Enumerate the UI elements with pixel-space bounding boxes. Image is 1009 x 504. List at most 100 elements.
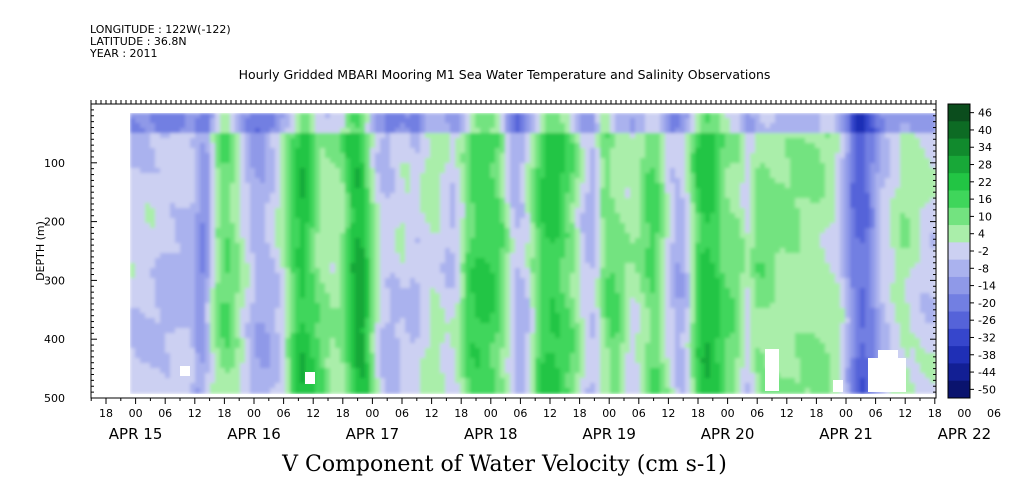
- heatmap-cell: [460, 363, 466, 369]
- heatmap-cell: [265, 223, 271, 229]
- heatmap-cell: [200, 128, 206, 134]
- heatmap-cell: [470, 203, 476, 209]
- heatmap-cell: [175, 283, 181, 289]
- heatmap-cell: [305, 148, 311, 154]
- heatmap-cell: [240, 268, 246, 274]
- heatmap-cell: [360, 158, 366, 164]
- heatmap-cell: [130, 178, 136, 184]
- heatmap-cell: [565, 383, 571, 389]
- heatmap-cell: [335, 308, 341, 314]
- heatmap-cell: [470, 253, 476, 259]
- heatmap-cell: [530, 198, 536, 204]
- heatmap-cell: [440, 253, 446, 259]
- heatmap-cell: [545, 363, 551, 369]
- heatmap-cell: [515, 253, 521, 259]
- heatmap-cell: [490, 303, 496, 309]
- heatmap-cell: [180, 133, 186, 139]
- heatmap-cell: [555, 288, 561, 294]
- heatmap-cell: [350, 373, 356, 379]
- heatmap-cell: [210, 258, 216, 264]
- heatmap-cell: [150, 383, 156, 389]
- heatmap-cell: [415, 113, 421, 119]
- heatmap-cell: [500, 123, 506, 129]
- heatmap-cell: [205, 153, 211, 159]
- heatmap-cell: [200, 183, 206, 189]
- heatmap-cell: [250, 348, 256, 354]
- heatmap-cell: [370, 328, 376, 334]
- heatmap-cell: [510, 358, 516, 364]
- heatmap-cell: [555, 343, 561, 349]
- heatmap-cell: [325, 238, 331, 244]
- heatmap-cell: [515, 258, 521, 264]
- heatmap-cell: [425, 378, 431, 384]
- heatmap-cell: [215, 163, 221, 169]
- heatmap-cell: [310, 308, 316, 314]
- heatmap-cell: [360, 218, 366, 224]
- heatmap-cell: [245, 148, 251, 154]
- heatmap-cell: [150, 298, 156, 304]
- heatmap-cell: [165, 128, 171, 134]
- heatmap-cell: [325, 168, 331, 174]
- heatmap-cell: [165, 253, 171, 259]
- heatmap-cell: [565, 158, 571, 164]
- heatmap-cell: [485, 118, 491, 124]
- heatmap-cell: [485, 193, 491, 199]
- heatmap-cell: [470, 338, 476, 344]
- heatmap-cell: [560, 213, 566, 219]
- heatmap-cell: [475, 328, 481, 334]
- heatmap-cell: [290, 223, 296, 229]
- heatmap-cell: [275, 328, 281, 334]
- heatmap-cell: [345, 328, 351, 334]
- heatmap-cell: [450, 308, 456, 314]
- heatmap-cell: [415, 278, 421, 284]
- heatmap-cell: [555, 133, 561, 139]
- heatmap-cell: [400, 358, 406, 364]
- heatmap-cell: [565, 318, 571, 324]
- heatmap-cell: [430, 318, 436, 324]
- heatmap-cell: [305, 198, 311, 204]
- heatmap-cell: [575, 148, 581, 154]
- heatmap-cell: [355, 218, 361, 224]
- heatmap-cell: [385, 313, 391, 319]
- heatmap-cell: [330, 218, 336, 224]
- heatmap-cell: [300, 283, 306, 289]
- heatmap-cell: [465, 253, 471, 259]
- heatmap-cell: [365, 358, 371, 364]
- heatmap-cell: [345, 118, 351, 124]
- heatmap-cell: [410, 323, 416, 329]
- heatmap-cell: [160, 208, 166, 214]
- heatmap-cell: [260, 238, 266, 244]
- heatmap-cell: [210, 358, 216, 364]
- heatmap-cell: [135, 298, 141, 304]
- heatmap-cell: [420, 298, 426, 304]
- heatmap-cell: [510, 238, 516, 244]
- heatmap-cell: [555, 233, 561, 239]
- heatmap-cell: [230, 348, 236, 354]
- heatmap-cell: [520, 368, 526, 374]
- heatmap-cell: [510, 208, 516, 214]
- heatmap-cell: [230, 208, 236, 214]
- heatmap-cell: [520, 378, 526, 384]
- heatmap-cell: [530, 338, 536, 344]
- heatmap-cell: [570, 168, 576, 174]
- heatmap-cell: [270, 148, 276, 154]
- heatmap-cell: [460, 358, 466, 364]
- heatmap-cell: [420, 123, 426, 129]
- heatmap-cell: [250, 353, 256, 359]
- heatmap-cell: [545, 193, 551, 199]
- heatmap-cell: [235, 263, 241, 269]
- heatmap-cell: [235, 253, 241, 259]
- heatmap-cell: [395, 153, 401, 159]
- heatmap-cell: [450, 313, 456, 319]
- heatmap-cell: [280, 293, 286, 299]
- heatmap-cell: [380, 388, 386, 394]
- heatmap-cell: [300, 233, 306, 239]
- heatmap-cell: [175, 138, 181, 144]
- heatmap-cell: [220, 163, 226, 169]
- heatmap-cell: [165, 183, 171, 189]
- heatmap-cell: [445, 153, 451, 159]
- heatmap-cell: [330, 153, 336, 159]
- heatmap-cell: [540, 203, 546, 209]
- heatmap-cell: [445, 143, 451, 149]
- heatmap-cell: [325, 163, 331, 169]
